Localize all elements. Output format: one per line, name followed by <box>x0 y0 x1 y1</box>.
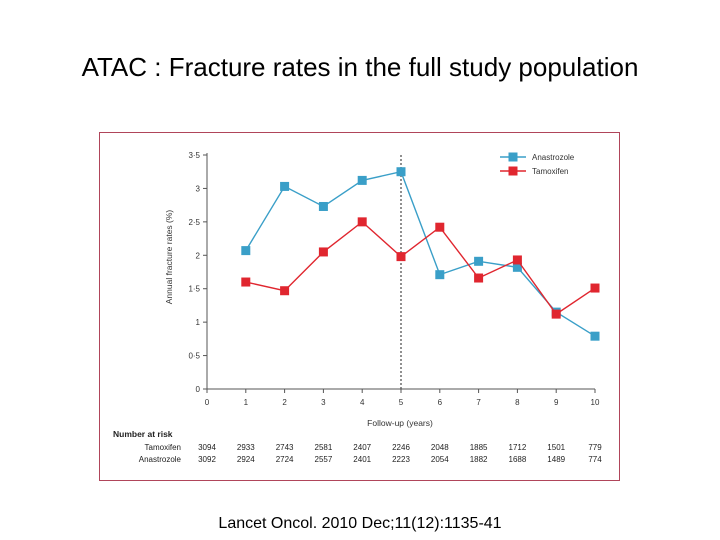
y-axis-label: Annual fracture rates (%) <box>164 210 174 305</box>
x-tick-label: 3 <box>321 398 326 407</box>
risk-cell: 1501 <box>547 443 565 452</box>
tamoxifen-legend-label: Tamoxifen <box>532 167 568 176</box>
risk-cell: 2223 <box>392 455 410 464</box>
x-axis-label: Follow-up (years) <box>367 418 433 428</box>
citation: Lancet Oncol. 2010 Dec;11(12):1135-41 <box>218 515 502 532</box>
x-tick-label: 6 <box>438 398 443 407</box>
risk-row-label: Tamoxifen <box>145 443 181 452</box>
anastrozole-point <box>474 256 484 266</box>
risk-cell: 779 <box>588 443 602 452</box>
x-tick-label: 1 <box>244 398 249 407</box>
tamoxifen-point <box>551 309 561 319</box>
y-tick-label: 3·5 <box>188 151 200 160</box>
tamoxifen-series-line <box>245 220 596 316</box>
y-tick-label: 0 <box>196 385 201 394</box>
y-tick-label: 2 <box>196 251 201 260</box>
y-tick-label: 1 <box>196 318 201 327</box>
tamoxifen-legend-marker <box>508 166 518 176</box>
tamoxifen-point <box>512 255 522 265</box>
y-tick-label: 2·5 <box>188 218 200 227</box>
x-tick-label: 7 <box>476 398 481 407</box>
tamoxifen-point <box>590 283 600 293</box>
anastrozole-point <box>512 262 522 272</box>
risk-cell: 2246 <box>392 443 410 452</box>
risk-cell: 2581 <box>315 443 333 452</box>
tamoxifen-point <box>318 247 328 257</box>
tamoxifen-point <box>357 217 367 227</box>
tamoxifen-point <box>474 273 484 283</box>
risk-cell: 2048 <box>431 443 449 452</box>
risk-cell: 2557 <box>315 455 333 464</box>
risk-cell: 2054 <box>431 455 449 464</box>
risk-cell: 2933 <box>237 443 255 452</box>
fracture-rate-chart: 0 0·5 1 1·5 2 2·5 3 3·5 0 1 2 3 4 5 6 7 8 9 10 Anastrozole… <box>113 151 602 464</box>
anastrozole-point <box>280 181 290 191</box>
figure-frame: 0 0·5 1 1·5 2 2·5 3 3·5 0 1 2 3 4 5 6 7 8 9 10 Anastrozole… <box>99 132 620 481</box>
tamoxifen-point <box>396 252 406 262</box>
x-tick-label: 8 <box>515 398 520 407</box>
anastrozole-point <box>435 270 445 280</box>
risk-cell: 3094 <box>198 443 216 452</box>
anastrozole-legend-marker <box>508 152 518 162</box>
anastrozole-point <box>241 246 251 256</box>
tamoxifen-point <box>280 286 290 296</box>
risk-cell: 2743 <box>276 443 294 452</box>
anastrozole-point <box>357 175 367 185</box>
anastrozole-legend-label: Anastrozole <box>532 153 575 162</box>
risk-row-label: Anastrozole <box>139 455 182 464</box>
x-tick-label: 2 <box>282 398 287 407</box>
risk-cell: 2724 <box>276 455 294 464</box>
risk-cell: 1885 <box>470 443 488 452</box>
anastrozole-series-line <box>245 170 596 337</box>
slide-title: ATAC : Fracture rates in the full study … <box>81 52 639 82</box>
risk-cell: 2401 <box>353 455 371 464</box>
y-tick-label: 0·5 <box>188 352 200 361</box>
y-tick-label: 1·5 <box>188 285 200 294</box>
anastrozole-point <box>318 201 328 211</box>
x-tick-label: 0 <box>205 398 210 407</box>
tamoxifen-point <box>241 277 251 287</box>
x-tick-label: 5 <box>399 398 404 407</box>
risk-cell: 1489 <box>547 455 565 464</box>
risk-cell: 1688 <box>509 455 527 464</box>
x-tick-label: 9 <box>554 398 559 407</box>
risk-cell: 2924 <box>237 455 255 464</box>
x-tick-label: 4 <box>360 398 365 407</box>
y-tick-label: 3 <box>196 184 201 193</box>
x-tick-label: 10 <box>591 398 600 407</box>
risk-cell: 1712 <box>509 443 527 452</box>
tamoxifen-point <box>435 222 445 232</box>
anastrozole-point <box>590 331 600 341</box>
risk-cell: 1882 <box>470 455 488 464</box>
risk-cell: 3092 <box>198 455 216 464</box>
anastrozole-point <box>396 167 406 177</box>
risk-cell: 774 <box>588 455 602 464</box>
risk-table-header: Number at risk <box>113 429 173 439</box>
risk-cell: 2407 <box>353 443 371 452</box>
